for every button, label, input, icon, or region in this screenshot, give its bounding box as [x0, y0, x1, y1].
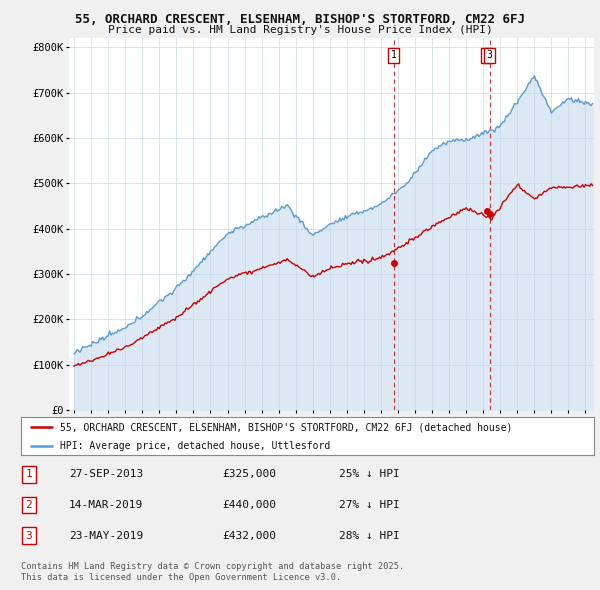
Text: 14-MAR-2019: 14-MAR-2019	[69, 500, 143, 510]
Text: 3: 3	[25, 531, 32, 540]
Text: HPI: Average price, detached house, Uttlesford: HPI: Average price, detached house, Uttl…	[60, 441, 330, 451]
Text: Price paid vs. HM Land Registry's House Price Index (HPI): Price paid vs. HM Land Registry's House …	[107, 25, 493, 35]
Text: £325,000: £325,000	[222, 470, 276, 479]
Text: 1: 1	[391, 50, 397, 60]
Text: 2: 2	[484, 50, 490, 60]
Text: 1: 1	[25, 470, 32, 479]
Text: 23-MAY-2019: 23-MAY-2019	[69, 531, 143, 540]
Text: 28% ↓ HPI: 28% ↓ HPI	[339, 531, 400, 540]
Text: 55, ORCHARD CRESCENT, ELSENHAM, BISHOP'S STORTFORD, CM22 6FJ (detached house): 55, ORCHARD CRESCENT, ELSENHAM, BISHOP'S…	[60, 422, 512, 432]
Text: £432,000: £432,000	[222, 531, 276, 540]
Text: 25% ↓ HPI: 25% ↓ HPI	[339, 470, 400, 479]
Text: 3: 3	[487, 50, 493, 60]
Text: 27% ↓ HPI: 27% ↓ HPI	[339, 500, 400, 510]
Text: 2: 2	[25, 500, 32, 510]
Text: Contains HM Land Registry data © Crown copyright and database right 2025.
This d: Contains HM Land Registry data © Crown c…	[21, 562, 404, 582]
Text: 55, ORCHARD CRESCENT, ELSENHAM, BISHOP'S STORTFORD, CM22 6FJ: 55, ORCHARD CRESCENT, ELSENHAM, BISHOP'S…	[75, 13, 525, 26]
Text: £440,000: £440,000	[222, 500, 276, 510]
Text: 27-SEP-2013: 27-SEP-2013	[69, 470, 143, 479]
